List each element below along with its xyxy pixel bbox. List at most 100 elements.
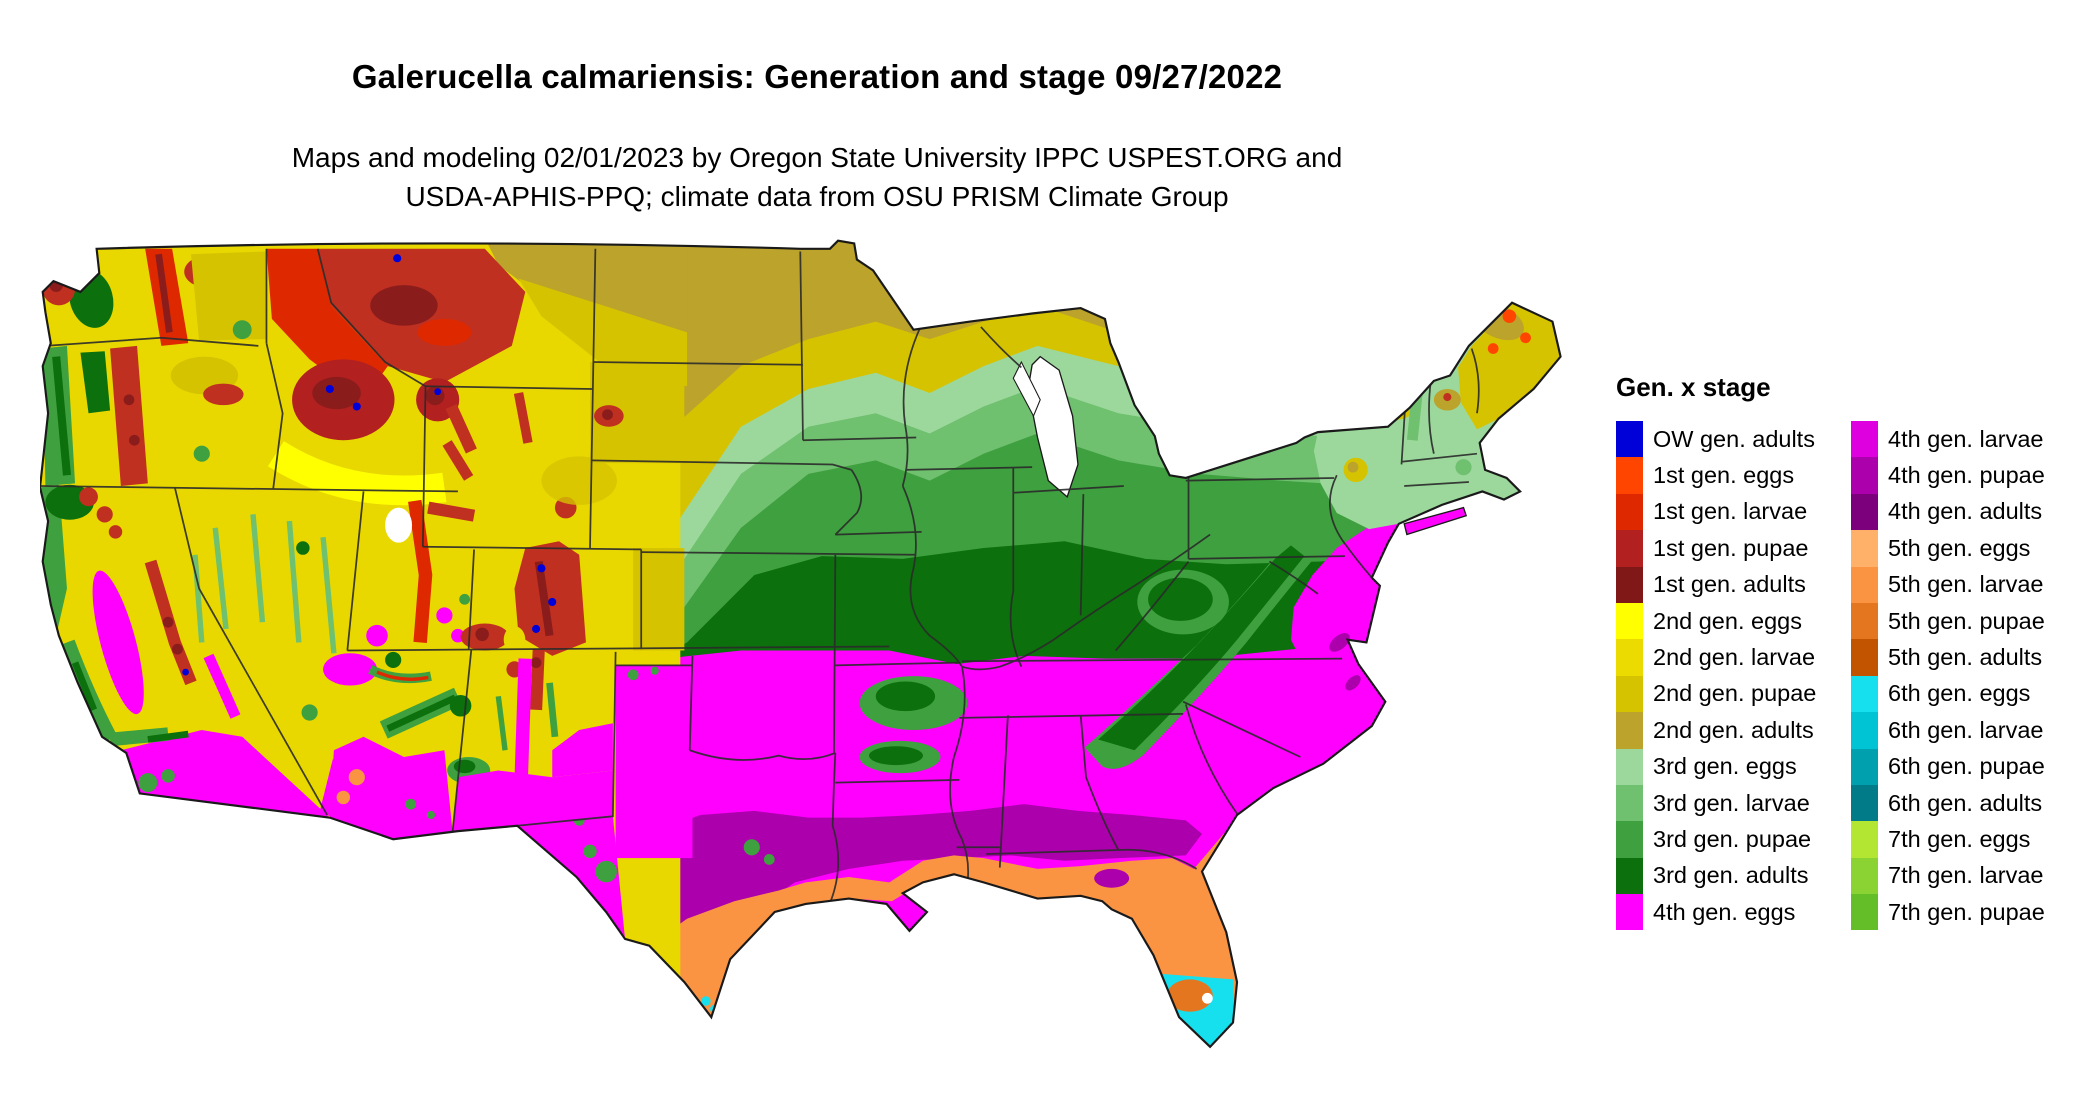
- legend-item: 2nd gen. larvae: [1616, 639, 1851, 676]
- legend-item: 3rd gen. adults: [1616, 857, 1851, 895]
- legend-item: 1st gen. adults: [1616, 566, 1851, 603]
- map-raster: [40, 240, 1561, 1047]
- map-title: Galerucella calmariensis: Generation and…: [351, 58, 1283, 95]
- legend-label: 4th gen. adults: [1888, 498, 2043, 525]
- page-title: Galerucella calmariensis: Generation and…: [0, 58, 1634, 96]
- legend-title: Gen. x stage: [1616, 372, 1771, 402]
- legend-item: 4th gen. larvae: [1851, 421, 2086, 458]
- legend-swatch: [1616, 530, 1643, 567]
- legend-swatch: [1851, 748, 1878, 785]
- legend-swatch: [1851, 602, 1878, 640]
- legend-item: OW gen. adults: [1616, 421, 1851, 458]
- legend-item: 4th gen. eggs: [1616, 894, 1851, 931]
- legend-label: 1st gen. pupae: [1653, 534, 1809, 561]
- legend-label: 2nd gen. eggs: [1653, 607, 1802, 634]
- legend-label: 6th gen. adults: [1888, 789, 2043, 816]
- legend-label: OW gen. adults: [1653, 425, 1815, 452]
- legend-column-2: 4th gen. larvae 4th gen. pupae 4th gen. ad…: [1851, 421, 2086, 931]
- legend-swatch: [1851, 675, 1878, 713]
- legend-label: 6th gen. larvae: [1888, 716, 2044, 743]
- map-subtitle: Maps and modeling 02/01/2023 by Oregon S…: [0, 138, 1634, 216]
- legend-label: 2nd gen. adults: [1653, 716, 1814, 743]
- legend-item: 3rd gen. eggs: [1616, 748, 1851, 785]
- legend-item: 7th gen. pupae: [1851, 894, 2086, 931]
- legend-swatch: [1616, 602, 1643, 640]
- legend-swatch: [1851, 712, 1878, 749]
- legend-label: 7th gen. pupae: [1888, 898, 2045, 925]
- legend-swatch: [1851, 639, 1878, 676]
- legend-label: 2nd gen. larvae: [1653, 644, 1816, 671]
- us-map-svg: [38, 239, 1562, 1049]
- legend-label: 4th gen. pupae: [1888, 462, 2045, 489]
- legend-swatch: [1616, 784, 1643, 822]
- us-map: [38, 238, 1570, 1063]
- map-subtitle-line2: USDA-APHIS-PPQ; climate data from OSU PR…: [405, 181, 1229, 212]
- legend-label: 5th gen. larvae: [1888, 571, 2044, 598]
- legend-swatch: [1851, 421, 1878, 458]
- legend-column-1: OW gen. adults 1st gen. eggs 1st gen. larv…: [1616, 421, 1851, 931]
- legend-item: 4th gen. pupae: [1851, 457, 2086, 494]
- legend-label: 3rd gen. adults: [1653, 862, 1809, 889]
- legend-swatch: [1616, 857, 1643, 895]
- legend-item: 1st gen. eggs: [1616, 457, 1851, 494]
- legend-item: 1st gen. pupae: [1616, 530, 1851, 567]
- state-borders: [40, 248, 1480, 913]
- legend-swatch: [1616, 566, 1643, 603]
- legend-swatch: [1616, 675, 1643, 713]
- legend-swatch: [1616, 894, 1643, 931]
- legend-label: 5th gen. eggs: [1888, 534, 2031, 561]
- legend-swatch: [1851, 784, 1878, 822]
- legend-label: 7th gen. eggs: [1888, 825, 2031, 852]
- legend-label: 4th gen. larvae: [1888, 425, 2044, 452]
- legend-item: 5th gen. larvae: [1851, 566, 2086, 603]
- legend-swatch: [1616, 639, 1643, 676]
- legend-swatch: [1851, 457, 1878, 494]
- legend-swatch: [1616, 457, 1643, 494]
- legend-item: 2nd gen. adults: [1616, 712, 1851, 749]
- legend-item: 6th gen. larvae: [1851, 712, 2086, 749]
- legend-swatch: [1616, 493, 1643, 531]
- legend-item: 5th gen. eggs: [1851, 530, 2086, 567]
- legend: Gen. x stage OW gen. adults 1st gen. eggs…: [1616, 372, 2086, 931]
- legend-label: 3rd gen. eggs: [1653, 753, 1797, 780]
- legend-item: 7th gen. eggs: [1851, 821, 2086, 858]
- map-subtitle-line1: Maps and modeling 02/01/2023 by Oregon S…: [291, 142, 1343, 173]
- legend-swatch: [1616, 821, 1643, 858]
- legend-swatch: [1851, 566, 1878, 603]
- legend-swatch: [1616, 712, 1643, 749]
- legend-item: 6th gen. pupae: [1851, 748, 2086, 785]
- legend-label: 6th gen. pupae: [1888, 753, 2045, 780]
- legend-label: 1st gen. eggs: [1653, 462, 1795, 489]
- legend-label: 4th gen. eggs: [1653, 898, 1796, 925]
- legend-label: 6th gen. eggs: [1888, 680, 2031, 707]
- legend-label: 1st gen. larvae: [1653, 498, 1808, 525]
- legend-item: 2nd gen. pupae: [1616, 675, 1851, 713]
- legend-item: 5th gen. adults: [1851, 639, 2086, 676]
- legend-item: 6th gen. eggs: [1851, 675, 2086, 713]
- legend-label: 3rd gen. pupae: [1653, 825, 1812, 852]
- legend-label: 5th gen. pupae: [1888, 607, 2045, 634]
- legend-label: 2nd gen. pupae: [1653, 680, 1817, 707]
- legend-item: 2nd gen. eggs: [1616, 602, 1851, 640]
- legend-swatch: [1851, 493, 1878, 531]
- legend-item: 5th gen. pupae: [1851, 602, 2086, 640]
- legend-label: 1st gen. adults: [1653, 571, 1806, 598]
- legend-item: 1st gen. larvae: [1616, 493, 1851, 531]
- legend-swatch: [1616, 421, 1643, 458]
- legend-columns: OW gen. adults 1st gen. eggs 1st gen. larv…: [1616, 421, 2086, 931]
- legend-item: 6th gen. adults: [1851, 784, 2086, 822]
- legend-swatch: [1851, 821, 1878, 858]
- legend-label: 3rd gen. larvae: [1653, 789, 1810, 816]
- legend-swatch: [1851, 530, 1878, 567]
- legend-item: 7th gen. larvae: [1851, 857, 2086, 895]
- legend-swatch: [1616, 748, 1643, 785]
- us-outline: [38, 239, 1562, 1049]
- legend-swatch: [1851, 894, 1878, 931]
- legend-label: 5th gen. adults: [1888, 644, 2043, 671]
- long-island: [1403, 506, 1468, 536]
- legend-item: 4th gen. adults: [1851, 493, 2086, 531]
- legend-swatch: [1851, 857, 1878, 895]
- legend-item: 3rd gen. pupae: [1616, 821, 1851, 858]
- legend-label: 7th gen. larvae: [1888, 862, 2044, 889]
